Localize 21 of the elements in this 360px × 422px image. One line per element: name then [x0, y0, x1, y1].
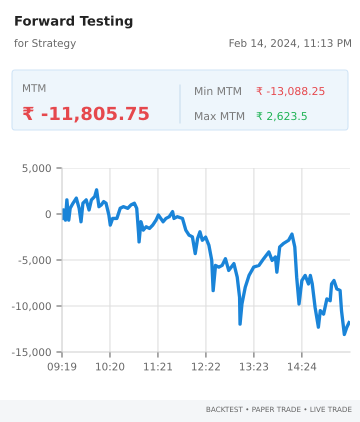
- y-tick-label: -5,000: [18, 256, 51, 266]
- y-tick-label: 5,000: [22, 164, 51, 174]
- text: Feb 14, 2024, 11:13 PM: [230, 38, 351, 48]
- x-tick-label: 11:21: [144, 362, 172, 370]
- text: Min MTM: [195, 86, 241, 95]
- chart-subtitle: for Strategy: [14, 38, 76, 50]
- text: Max MTM: [195, 112, 244, 120]
- x-tick-label: 12:22: [192, 362, 220, 370]
- x-tick-label: 14:24: [288, 362, 316, 370]
- text: ₹ -11,805.75: [22, 106, 149, 123]
- y-tick-label: -15,000: [12, 348, 51, 358]
- x-tick-label: 10:20: [96, 362, 124, 370]
- x-tick-label: 09:19: [48, 362, 76, 370]
- y-tick-label: -10,000: [12, 302, 51, 312]
- text: ₹ -13,088.25: [256, 86, 324, 96]
- x-tick-label: 13:23: [240, 362, 268, 370]
- text: ₹ 2,623.5: [256, 112, 307, 122]
- chart-title: Forward Testing: [15, 16, 132, 28]
- line-series: [62, 188, 350, 336]
- y-tick-label: 0: [46, 210, 51, 218]
- text: MTM: [23, 84, 46, 92]
